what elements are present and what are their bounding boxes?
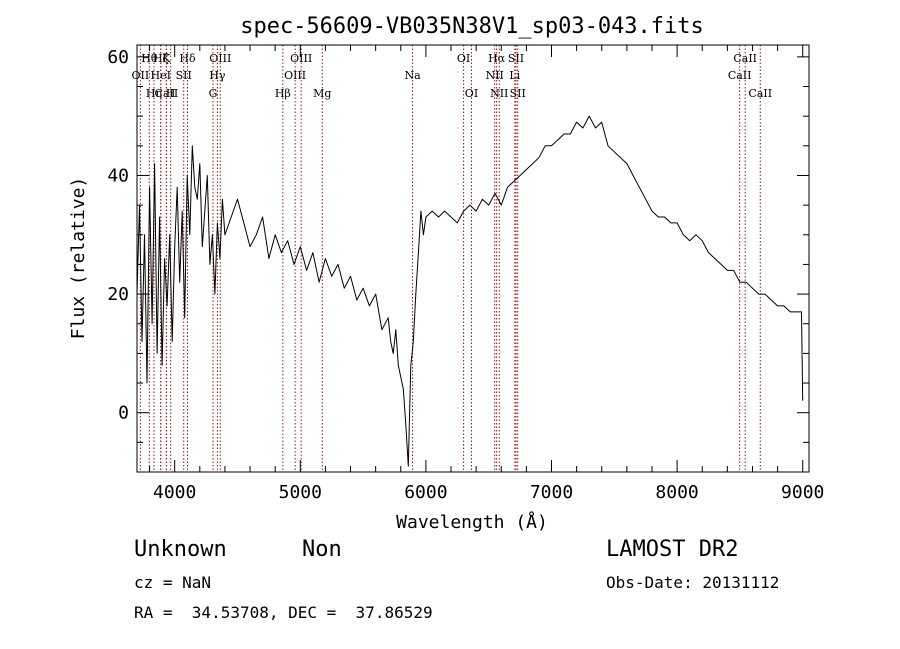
line-marker-label: Hθ xyxy=(141,52,158,65)
line-marker-label: NII xyxy=(490,87,508,100)
spectral-subclass: Non xyxy=(302,537,342,562)
line-marker-label: Hη xyxy=(146,87,162,100)
line-marker-label: Na xyxy=(404,69,421,82)
line-marker-label: Hδ xyxy=(179,52,196,65)
y-tick-label: 40 xyxy=(107,165,129,186)
spectrum-series xyxy=(136,115,804,467)
line-marker-label: OIII xyxy=(209,52,231,65)
line-marker-label: OI xyxy=(457,52,470,65)
x-tick-label: 9000 xyxy=(781,482,824,503)
line-marker-label: K xyxy=(162,52,171,65)
line-marker-label: Mg xyxy=(313,87,331,100)
plot-frame xyxy=(136,44,810,473)
redshift-cz: cz = NaN xyxy=(134,573,212,592)
spectrum-line-0 xyxy=(136,115,804,467)
line-marker-label: CaII xyxy=(728,69,752,82)
line-marker-label: OII xyxy=(132,69,150,82)
line-marker-label: Hβ xyxy=(275,87,291,100)
y-tick-label: 60 xyxy=(107,47,129,68)
line-marker-label: SII xyxy=(176,69,192,82)
line-marker-label: NII xyxy=(486,69,504,82)
x-tick-label: 4000 xyxy=(153,482,196,503)
x-tick-label: 7000 xyxy=(530,482,573,503)
y-tick-label: 0 xyxy=(118,403,129,424)
line-marker-label: SII xyxy=(508,52,524,65)
coordinates: RA = 34.53708, DEC = 37.86529 xyxy=(134,603,433,622)
line-marker-label: CaII xyxy=(155,87,179,100)
line-marker-label: Hζ xyxy=(153,52,169,65)
line-marker-label: OIII xyxy=(284,69,306,82)
line-marker-label: Li xyxy=(509,69,520,82)
line-marker-label: CaII xyxy=(733,52,757,65)
y-tick-label: 20 xyxy=(107,284,129,305)
line-marker-label: CaII xyxy=(748,87,772,100)
line-marker-label: HeI xyxy=(151,69,171,82)
x-tick-label: 8000 xyxy=(655,482,698,503)
line-marker-label: OI xyxy=(465,87,478,100)
survey-name: LAMOST DR2 xyxy=(606,537,739,562)
line-marker-label: SII xyxy=(510,87,526,100)
axes: 4000 5000 6000 7000 8000 9000 0 20 40 60 xyxy=(107,45,824,503)
x-tick-label: 5000 xyxy=(279,482,322,503)
line-marker-label: Hα xyxy=(488,52,506,65)
chart-title: spec-56609-VB035N38V1_sp03-043.fits xyxy=(240,14,704,39)
spectral-class: Unknown xyxy=(134,537,227,562)
y-axis-label: Flux (relative) xyxy=(68,177,89,340)
x-axis-label: Wavelength (Å) xyxy=(396,511,548,533)
line-marker-label: OIII xyxy=(290,52,312,65)
line-marker-label: Hγ xyxy=(209,69,226,82)
obs-date: Obs-Date: 20131112 xyxy=(606,573,780,592)
line-marker-label: G xyxy=(209,87,218,100)
x-tick-label: 6000 xyxy=(404,482,447,503)
line-marker-label: H xyxy=(166,87,176,100)
